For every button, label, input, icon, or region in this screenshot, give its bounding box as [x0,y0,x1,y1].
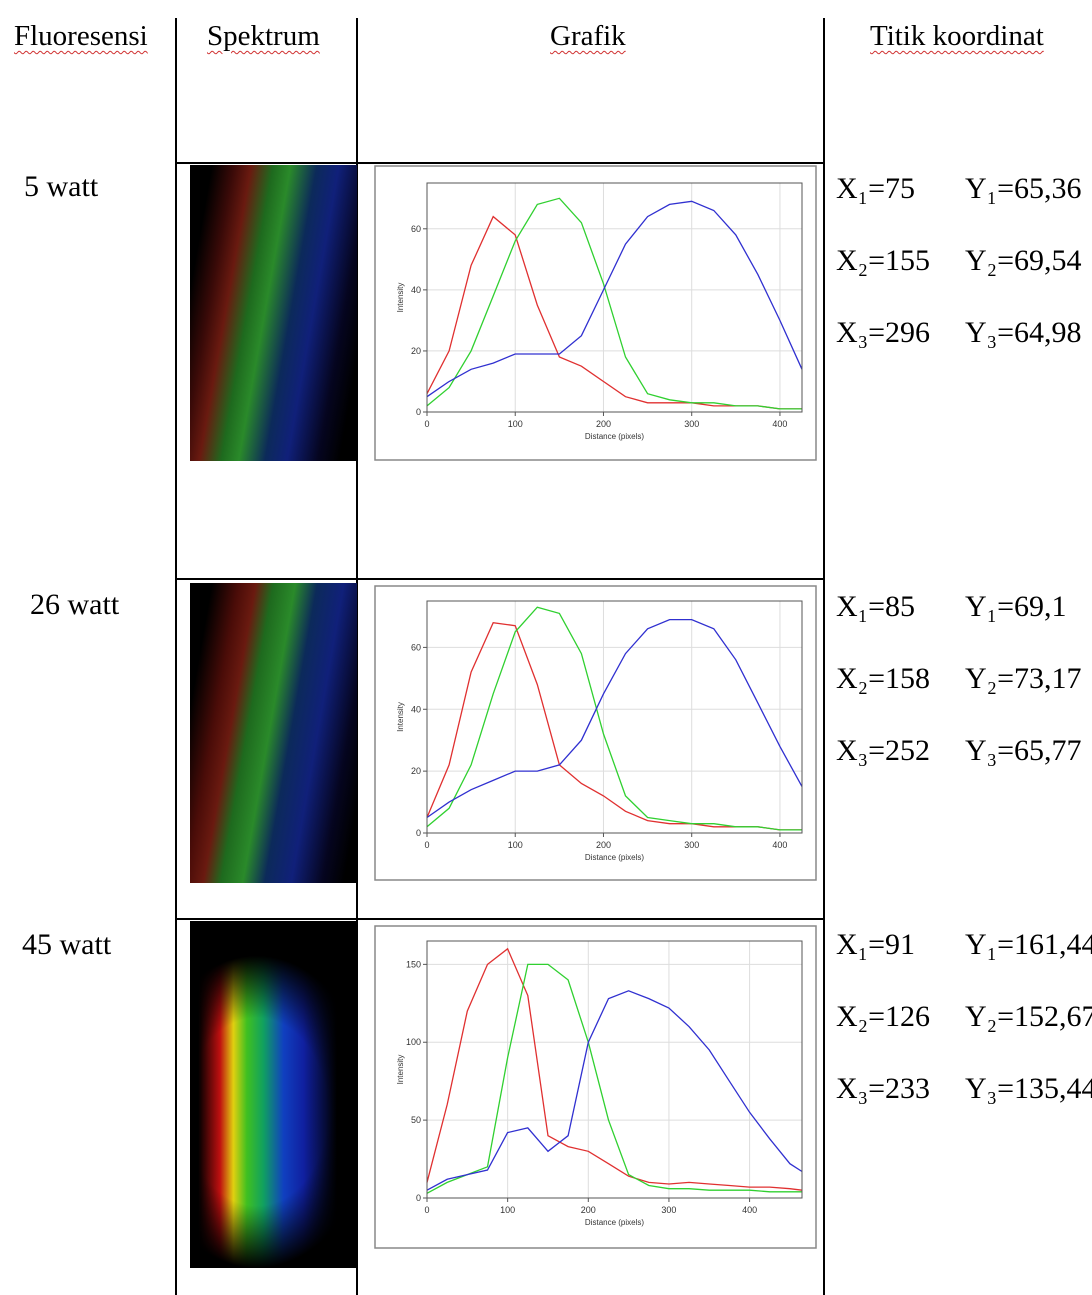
chart: 0 20 40 60 0 100 200 300 400 Distance (pixels) Int… [374,165,817,461]
plot-border [426,182,803,413]
y-coordinate: Y₂=69,54 [965,244,1082,277]
column-border [356,18,358,1295]
x-axis-label: Distance (pixels) [585,432,644,441]
plot-border [426,600,803,834]
x-coordinate: X₁=75 [836,172,916,205]
series-line [426,200,803,398]
y-axis-label: Intensity [396,283,405,313]
y-tick-label: 60 [411,224,421,234]
column-border [823,18,825,1295]
x-tick-label: 100 [500,1205,515,1215]
x-tick-label: 400 [772,840,787,850]
row-label: 45 watt [22,928,112,961]
header: Spektrum [207,20,320,52]
y-coordinate: Y₂=73,17 [965,662,1082,695]
x-coordinate: X₁=91 [836,928,916,961]
spectrum-image [190,921,357,1268]
y-tick-label: 0 [416,828,421,838]
series-line [426,963,802,1194]
y-tick-label: 60 [411,642,421,652]
y-tick-label: 50 [411,1115,421,1125]
x-coordinate: X₃=252 [836,734,931,767]
x-tick-label: 400 [772,419,787,429]
plot-area [426,940,803,1199]
y-axis-label: Intensity [396,1055,405,1085]
y-axis-label: Intensity [396,702,405,732]
chart: 0 50 100 150 0 100 200 300 400 Distance (pixels) I… [374,925,817,1249]
x-tick-label: 400 [742,1205,757,1215]
x-tick-label: 100 [508,840,523,850]
x-coordinate: X₂=155 [836,244,931,277]
y-tick-label: 0 [416,407,421,417]
row-border [175,918,825,920]
x-coordinate: X₂=158 [836,662,931,695]
y-coordinate: Y₂=152,67 [965,1000,1092,1033]
x-tick-label: 0 [424,1205,429,1215]
y-coordinate: Y₃=135,44 [965,1072,1092,1105]
row-label: 26 watt [30,588,120,621]
series-line [426,618,803,819]
x-coordinate: X₃=296 [836,316,931,349]
plot-area [426,182,803,413]
y-tick-label: 20 [411,346,421,356]
x-tick-label: 300 [661,1205,676,1215]
chart: 0 20 40 60 0 100 200 300 400 Distance (pixels) Int… [374,585,817,881]
x-tick-label: 300 [684,419,699,429]
y-tick-label: 0 [416,1193,421,1203]
header: Titik koordinat [870,20,1044,52]
spectrum-image [190,583,357,883]
y-tick-label: 40 [411,285,421,295]
y-coordinate: Y₁=161,44 [965,928,1092,961]
series-line [426,606,802,831]
y-tick-label: 100 [406,1037,421,1047]
x-axis-label: Distance (pixels) [585,1218,644,1227]
series-line [426,947,803,1191]
x-coordinate: X₃=233 [836,1072,931,1105]
x-coordinate: X₂=126 [836,1000,931,1033]
y-coordinate: Y₁=65,36 [965,172,1082,205]
row-border [175,162,825,164]
x-tick-label: 200 [596,419,611,429]
y-tick-label: 40 [411,704,421,714]
x-tick-label: 0 [424,419,429,429]
header: Grafik [550,20,626,52]
row-label: 5 watt [24,170,99,203]
column-border [175,18,177,1295]
series-line [426,197,802,410]
x-tick-label: 100 [508,419,523,429]
plot-area [426,600,803,834]
x-tick-label: 200 [596,840,611,850]
x-coordinate: X₁=85 [836,590,916,623]
spectrum-image [190,165,357,461]
plot-border [426,940,803,1199]
x-tick-label: 200 [581,1205,596,1215]
y-coordinate: Y₃=65,77 [965,734,1082,767]
series-line [426,990,803,1191]
x-tick-label: 0 [424,840,429,850]
row-border [175,578,825,580]
y-tick-label: 150 [406,959,421,969]
y-tick-label: 20 [411,766,421,776]
x-axis-label: Distance (pixels) [585,853,644,862]
y-coordinate: Y₁=69,1 [965,590,1067,623]
y-coordinate: Y₃=64,98 [965,316,1082,349]
x-tick-label: 300 [684,840,699,850]
header: Fluoresensi [14,20,148,52]
